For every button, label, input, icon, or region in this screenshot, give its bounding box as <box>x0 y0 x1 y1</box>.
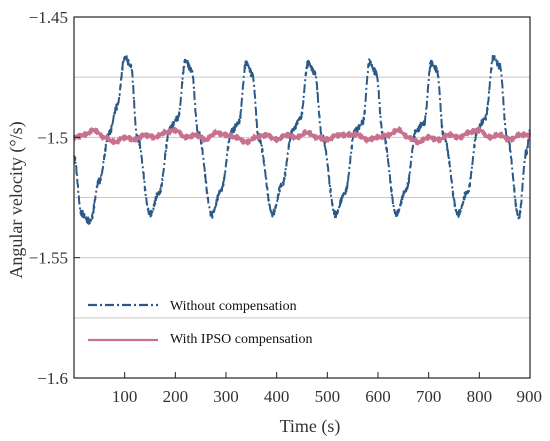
x-tick-label-4: 500 <box>315 387 341 406</box>
x-tick-label-5: 600 <box>365 387 391 406</box>
series-lines <box>73 54 531 225</box>
series-line-ipso-compensation <box>73 126 531 146</box>
y-tick-label-3: −1.6 <box>37 369 68 388</box>
series-line-without-compensation <box>73 54 531 225</box>
x-tick-label-2: 300 <box>213 387 239 406</box>
x-tick-label-0: 100 <box>112 387 138 406</box>
legend-label-without-compensation: Without compensation <box>170 299 297 314</box>
y-axis-label: Angular velocity (°/s) <box>6 121 27 278</box>
y-tick-label-0: −1.45 <box>29 8 68 27</box>
legend: Without compensation With IPSO compensat… <box>88 299 313 347</box>
y-tick-label-2: −1.55 <box>29 249 68 268</box>
x-tick-labels: 100 200 300 400 500 600 700 800 900 <box>112 387 542 406</box>
x-tick-label-1: 200 <box>163 387 189 406</box>
x-tick-label-8: 900 <box>517 387 543 406</box>
x-tick-label-6: 700 <box>416 387 442 406</box>
y-tick-label-1: −1.5 <box>37 128 68 147</box>
legend-label-ipso-compensation: With IPSO compensation <box>170 332 313 347</box>
y-tick-labels: −1.45 −1.5 −1.55 −1.6 <box>29 8 68 388</box>
tick-marks <box>74 16 531 379</box>
x-axis-label: Time (s) <box>280 416 341 437</box>
plot-frame <box>73 16 531 379</box>
x-tick-label-3: 400 <box>264 387 290 406</box>
x-tick-label-7: 800 <box>467 387 493 406</box>
